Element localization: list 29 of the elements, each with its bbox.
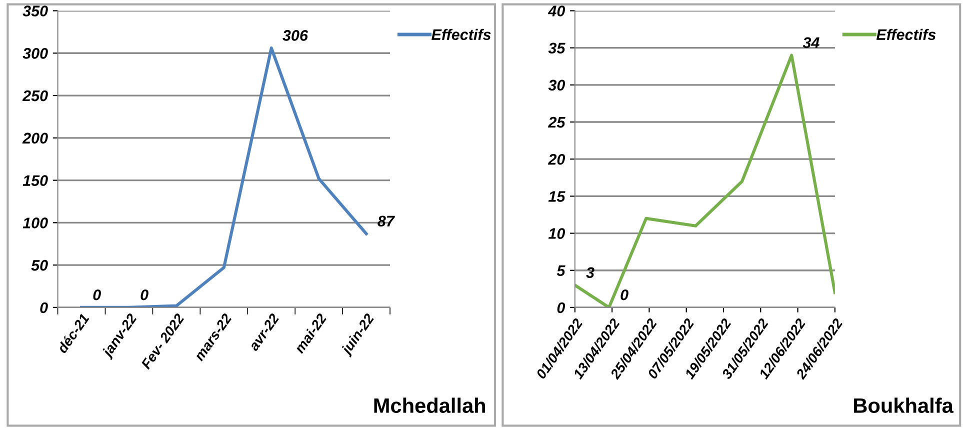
data-label: 306: [282, 30, 308, 41]
y-tick-label: 20: [548, 154, 566, 165]
y-tick-label: 250: [22, 90, 48, 102]
y-tick-label: 25: [548, 116, 566, 128]
y-tick-label: 35: [548, 42, 566, 54]
y-tick-label: 100: [22, 218, 48, 228]
y-tick-label: 50: [31, 260, 48, 271]
y-tick-label: 5: [556, 265, 566, 276]
data-label: 34: [802, 37, 820, 48]
legend-label: Effectifs: [432, 28, 491, 40]
y-tick-label: 0: [40, 302, 48, 314]
text: Mchedallah: [374, 398, 486, 413]
y-tick-label: 15: [548, 191, 566, 202]
data-label: 87: [378, 216, 395, 227]
y-tick-label: 10: [548, 228, 566, 239]
y-tick-label: 40: [548, 6, 566, 16]
text: Boukhalfa: [854, 398, 954, 413]
data-label: 0: [93, 289, 101, 300]
data-label: 3: [586, 267, 594, 278]
legend-label: Effectifs: [876, 28, 936, 40]
y-tick-label: 150: [22, 175, 48, 186]
y-tick-label: 200: [22, 132, 48, 144]
y-tick-label: 300: [22, 48, 48, 59]
y-tick-label: 0: [557, 302, 566, 314]
data-label: 0: [620, 289, 628, 300]
line-series: [80, 46, 368, 308]
data-label: 0: [140, 289, 148, 300]
y-tick-label: 350: [22, 6, 48, 16]
y-tick-label: 30: [548, 80, 566, 91]
